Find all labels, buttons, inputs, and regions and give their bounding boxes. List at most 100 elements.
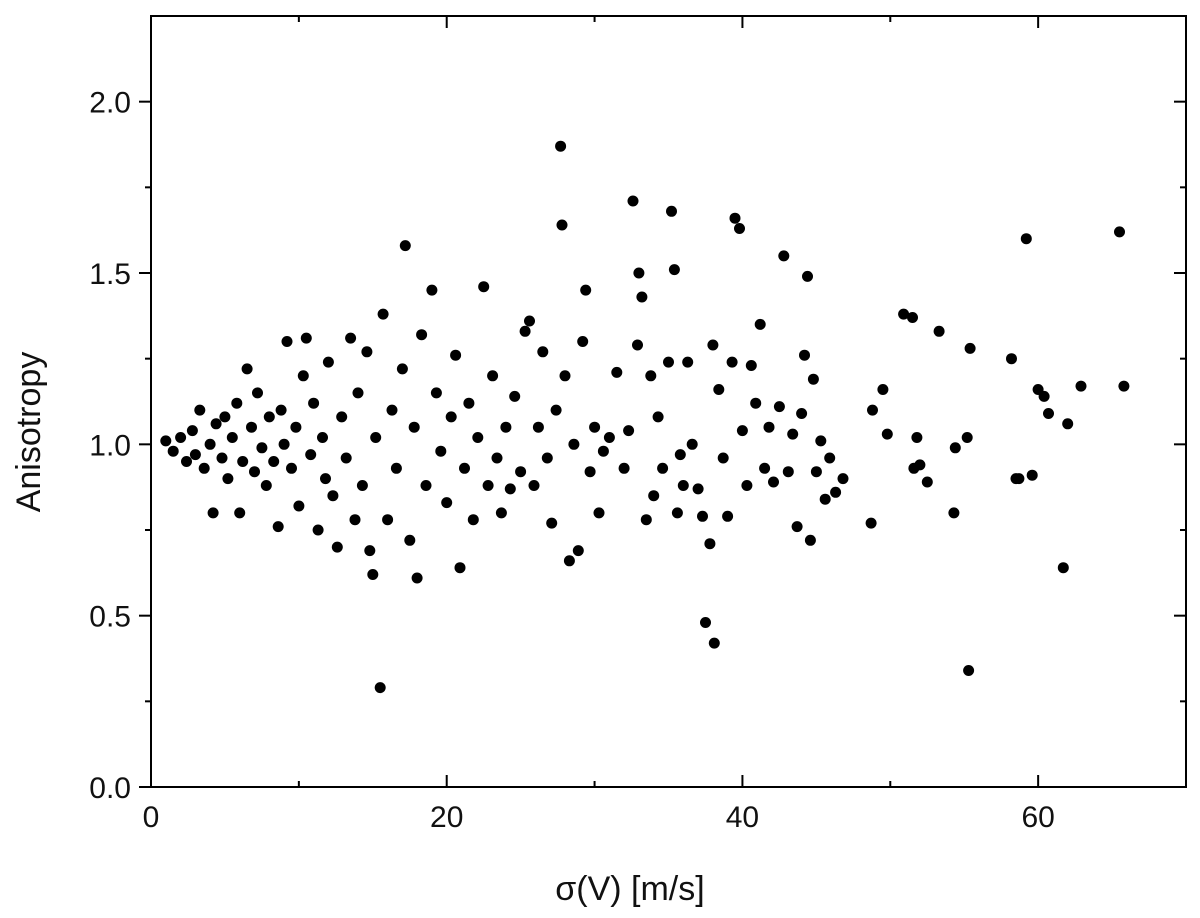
data-point (697, 510, 708, 522)
data-point (509, 390, 521, 402)
axis-ticks (139, 16, 1186, 788)
data-point (652, 411, 664, 423)
data-point (722, 510, 734, 522)
y-axis-title: Anisotropy (10, 352, 48, 513)
data-point (807, 373, 819, 385)
data-point (810, 466, 822, 478)
data-point (778, 250, 790, 262)
data-point (404, 534, 416, 546)
data-point (815, 435, 827, 447)
data-point (787, 428, 799, 440)
data-point (290, 421, 302, 433)
data-point (416, 329, 428, 341)
data-point (597, 445, 609, 457)
data-point (611, 366, 623, 378)
data-point (420, 480, 432, 491)
data-point (396, 363, 408, 375)
data-point (713, 384, 725, 395)
data-point (773, 401, 785, 413)
data-point (555, 140, 567, 152)
data-point (633, 267, 645, 279)
data-point (426, 284, 438, 296)
data-point (759, 462, 771, 474)
data-point (204, 438, 216, 450)
data-point (700, 617, 711, 628)
data-point (898, 308, 910, 320)
data-point (745, 360, 757, 371)
data-point (708, 637, 720, 649)
data-point (627, 195, 639, 207)
data-point (911, 432, 923, 443)
data-point (830, 486, 842, 498)
data-point (704, 538, 716, 550)
data-point (495, 507, 507, 519)
data-point (726, 356, 738, 368)
data-point (435, 445, 447, 457)
data-point (322, 356, 334, 368)
data-point (802, 270, 813, 282)
y-tick-label: 0.5 (89, 601, 131, 634)
data-point (441, 497, 453, 509)
data-point (459, 462, 470, 474)
data-point (356, 480, 368, 491)
data-point (411, 572, 423, 584)
data-point (1075, 380, 1087, 392)
data-point (563, 555, 575, 567)
data-point (241, 363, 253, 375)
data-point (1118, 380, 1130, 392)
data-point (297, 370, 309, 382)
data-point (921, 476, 933, 488)
data-point (782, 466, 794, 478)
data-point (374, 682, 386, 694)
data-point (640, 514, 652, 526)
data-point (528, 480, 540, 491)
y-tick-label: 2.0 (89, 87, 131, 120)
data-point (472, 432, 484, 443)
data-point (668, 264, 680, 276)
data-point (364, 545, 376, 557)
data-point (331, 541, 343, 553)
data-point (763, 421, 775, 433)
data-point (352, 387, 364, 399)
data-point (275, 404, 287, 416)
data-point (478, 281, 490, 293)
data-point (1043, 408, 1054, 419)
data-point (256, 442, 268, 454)
data-point (160, 435, 172, 447)
x-axis-title: σ(V) [m/s] (555, 870, 704, 908)
data-point (194, 404, 206, 416)
data-point (648, 490, 660, 502)
data-point (707, 339, 719, 351)
data-point (632, 339, 643, 351)
data-point (754, 318, 766, 330)
data-points (160, 140, 1130, 694)
data-point (865, 517, 877, 529)
data-point (524, 315, 535, 327)
data-point (618, 462, 630, 474)
data-point (349, 514, 361, 526)
data-point (207, 507, 219, 519)
data-point (636, 291, 648, 303)
data-point (467, 514, 479, 526)
data-point (692, 483, 704, 495)
data-point (219, 411, 231, 423)
x-tick-label: 40 (726, 801, 759, 834)
data-point (300, 332, 312, 344)
data-point (234, 507, 246, 519)
data-point (550, 404, 562, 416)
data-point (198, 462, 210, 474)
data-point (1038, 390, 1050, 402)
data-point (824, 452, 836, 464)
data-point (796, 408, 808, 419)
data-point (515, 466, 527, 478)
data-point (750, 397, 762, 409)
y-tick-label: 1.5 (89, 258, 131, 291)
data-point (361, 346, 373, 358)
data-point (312, 524, 324, 536)
data-point (819, 493, 831, 505)
data-point (246, 421, 257, 433)
data-point (175, 432, 187, 443)
data-point (907, 312, 918, 323)
data-point (445, 411, 457, 423)
data-point (623, 425, 635, 437)
